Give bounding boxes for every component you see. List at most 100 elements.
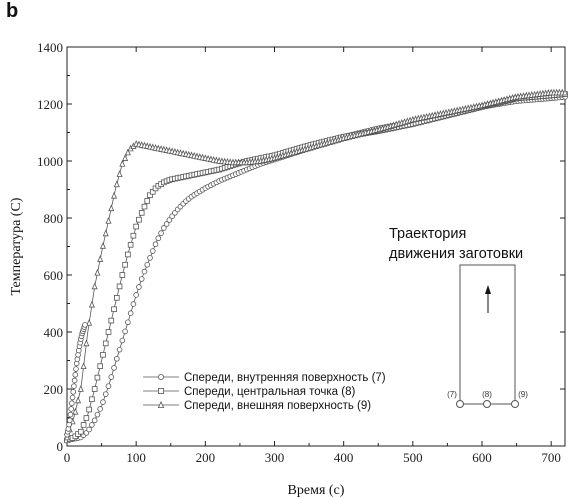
- inset-point-label: (7): [447, 390, 457, 399]
- data-point: [97, 406, 103, 412]
- axes: 0 100 200 300 400 500 600 700 0 200 400 600 800 1000 1…: [37, 40, 566, 465]
- data-point: [127, 241, 134, 248]
- data-point: [108, 374, 115, 380]
- data-point: [133, 292, 139, 298]
- motion-arrow-head: [485, 285, 491, 294]
- data-point: [111, 365, 117, 371]
- data-point: [73, 366, 79, 372]
- data-point: [122, 154, 129, 161]
- data-point: [133, 223, 139, 230]
- data-point: [88, 300, 95, 308]
- data-point: [97, 363, 104, 369]
- data-point: [83, 415, 90, 421]
- y-tick-label: 1200: [37, 97, 63, 112]
- data-point: [111, 306, 117, 312]
- data-point: [100, 351, 106, 358]
- panel-label: b: [6, 0, 19, 22]
- data-point: [161, 225, 167, 231]
- data-point: [119, 337, 126, 344]
- data-point: [78, 428, 84, 435]
- data-point: [97, 255, 104, 262]
- y-tick-label: 0: [57, 439, 64, 454]
- data-point: [105, 216, 112, 224]
- data-point: [124, 148, 131, 156]
- x-tick-label: 200: [196, 450, 216, 465]
- data-point: [127, 310, 134, 316]
- data-point: [166, 217, 173, 223]
- data-point: [147, 255, 153, 261]
- data-point: [122, 328, 128, 335]
- data-point: [155, 235, 162, 242]
- legend-entry: Спереди, внутренняя поверхность (7): [184, 372, 386, 384]
- data-point: [100, 399, 106, 405]
- data-point: [119, 272, 126, 278]
- x-tick-label: 400: [334, 450, 354, 465]
- data-point: [163, 221, 170, 227]
- data-point: [136, 284, 142, 290]
- data-point: [91, 417, 98, 424]
- data-point: [83, 339, 90, 347]
- data-point: [136, 216, 142, 223]
- data-point: [72, 407, 79, 415]
- data-point: [114, 294, 120, 301]
- data-point: [108, 317, 115, 324]
- x-tick-label: 500: [403, 450, 423, 465]
- x-tick-label: 600: [472, 450, 492, 465]
- y-axis-title: Температура (C): [9, 197, 24, 295]
- data-point: [144, 198, 151, 204]
- data-point: [152, 241, 159, 248]
- data-point: [130, 301, 137, 307]
- data-point: [99, 242, 106, 249]
- data-point: [67, 411, 74, 418]
- data-point: [70, 389, 77, 395]
- data-point: [114, 355, 120, 362]
- inset-point-label: (8): [482, 390, 492, 399]
- data-point: [138, 276, 145, 282]
- data-point: [113, 180, 120, 188]
- data-point: [149, 248, 156, 254]
- y-tick-label: 1400: [37, 40, 63, 55]
- legend: Спереди, внутренняя поверхность (7) Спере…: [143, 372, 386, 412]
- legend-marker: [157, 400, 165, 409]
- legend-marker: [157, 373, 164, 380]
- trajectory-inset: Траектория движения заготовки (7) (8) (9): [389, 226, 528, 408]
- data-point: [144, 261, 151, 268]
- data-point: [158, 230, 164, 236]
- inset-title-line2: движения заготовки: [389, 246, 523, 262]
- data-point: [86, 406, 92, 413]
- data-point: [141, 203, 148, 210]
- data-point: [94, 268, 101, 276]
- inset-point: [456, 400, 464, 408]
- y-tick-label: 1000: [37, 154, 63, 169]
- data-point: [125, 319, 131, 326]
- data-point: [77, 385, 84, 392]
- series-layer: [63, 88, 569, 444]
- data-point: [130, 232, 137, 239]
- data-point: [91, 282, 98, 290]
- inset-title-line1: Траектория: [389, 226, 466, 242]
- data-point: [116, 170, 123, 177]
- y-tick-label: 400: [44, 325, 64, 340]
- x-tick-label: 0: [64, 450, 71, 465]
- y-tick-label: 600: [44, 268, 64, 283]
- inset-point-label: (9): [518, 390, 528, 399]
- inset-point: [511, 400, 519, 408]
- x-axis-title: Время (с): [288, 483, 345, 498]
- data-point: [82, 322, 88, 328]
- data-point: [80, 362, 87, 370]
- data-point: [66, 417, 73, 424]
- data-point: [105, 329, 112, 335]
- x-tick-label: 300: [265, 450, 285, 465]
- data-point: [138, 210, 145, 216]
- x-tick-label: 700: [541, 450, 561, 465]
- data-point: [125, 251, 131, 258]
- data-point: [119, 159, 126, 167]
- data-point: [71, 377, 78, 384]
- inset-point: [483, 400, 491, 408]
- data-point: [141, 268, 148, 275]
- x-tick-label: 100: [126, 450, 146, 465]
- data-point: [561, 88, 569, 96]
- data-point: [72, 371, 79, 378]
- data-point: [80, 422, 87, 428]
